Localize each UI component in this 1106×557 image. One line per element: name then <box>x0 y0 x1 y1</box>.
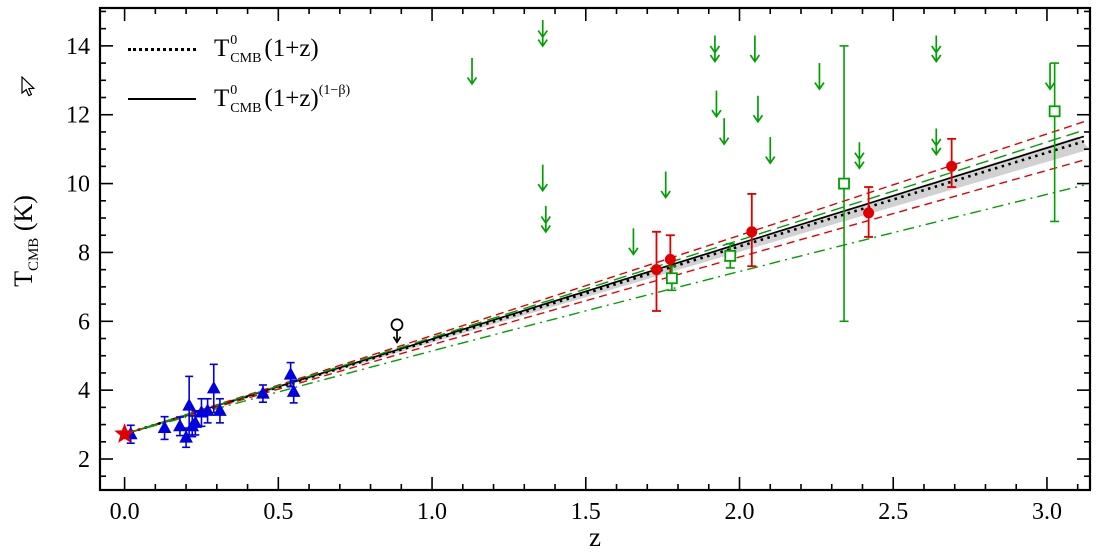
data-point-sz-cluster <box>188 415 203 428</box>
y-tick-label: 10 <box>66 172 90 198</box>
legend-label: T 0 CMB (1+z) (1−β) <box>214 83 351 116</box>
y-axis-label: TCMB (K) <box>9 195 43 287</box>
x-axis-label: z <box>589 522 601 552</box>
data-point-sz-cluster <box>256 386 270 399</box>
data-point-co-absorption <box>746 226 758 238</box>
data-point-ci-absorption <box>665 272 678 285</box>
x-tick-label: 0.0 <box>110 499 140 525</box>
data-point-sz-cluster <box>173 418 187 432</box>
data-point-sz-cluster <box>213 403 227 416</box>
data-point-co-absorption <box>946 160 958 172</box>
down-arrow-icon <box>466 76 478 86</box>
legend-label: T 0 CMB (1+z) <box>214 33 319 66</box>
down-arrow-icon <box>537 30 548 39</box>
green-lower-bound-dashdot <box>124 184 1085 435</box>
down-arrow-icon <box>718 137 730 146</box>
y-tick-label: 14 <box>66 34 90 60</box>
down-arrow-icon <box>931 54 942 64</box>
dotted-line-sample <box>128 47 196 51</box>
down-arrow-icon <box>854 161 865 170</box>
x-tick-label: 2.0 <box>725 499 755 525</box>
y-tick-label: 12 <box>66 103 90 129</box>
legend-entry-solid: T 0 CMB (1+z) (1−β) <box>128 74 350 124</box>
green-upper-bound-dash <box>124 129 1085 435</box>
down-arrow-icon <box>709 45 721 55</box>
down-arrow-icon <box>931 138 942 147</box>
down-arrow-icon <box>1044 82 1056 91</box>
data-point-sz-cluster <box>182 398 197 411</box>
y-tick-label: 2 <box>78 447 90 473</box>
down-arrow-icon <box>540 215 552 225</box>
down-arrow-icon <box>814 82 825 91</box>
data-point-ci-absorption <box>724 249 737 262</box>
x-tick-label: 2.5 <box>878 499 908 525</box>
down-arrow-icon <box>765 156 776 165</box>
mouse-cursor <box>21 76 36 97</box>
data-point-sz-cluster <box>286 384 301 397</box>
data-point-co-absorption <box>664 253 676 265</box>
solid-line-sample <box>128 98 196 100</box>
data-point-ci-absorption <box>1048 105 1061 118</box>
down-arrow-icon <box>537 39 548 48</box>
y-tick-label: 6 <box>78 309 90 335</box>
down-arrow-icon <box>709 54 721 64</box>
down-arrow-icon <box>854 152 865 161</box>
data-point-co-absorption <box>650 264 662 276</box>
data-point-ci-absorption <box>838 177 850 190</box>
down-arrow-icon <box>628 247 639 256</box>
data-point-sz-cluster <box>157 420 172 434</box>
data-point-co-absorption <box>863 207 875 219</box>
down-arrow-icon <box>537 183 548 193</box>
legend-entry-dotted: T 0 CMB (1+z) <box>128 24 350 74</box>
down-arrow-icon <box>540 224 552 234</box>
x-tick-label: 3.0 <box>1032 499 1062 525</box>
plot-frame <box>98 6 1092 492</box>
x-tick-label: 1.0 <box>417 499 447 525</box>
data-point-sz-cluster <box>206 380 221 394</box>
red-upper-bound-dashed <box>124 121 1085 435</box>
x-tick-label: 1.5 <box>571 499 601 525</box>
data-point-local-star <box>114 423 135 443</box>
down-arrow-icon <box>392 336 402 344</box>
data-point-black-upper-limit <box>390 318 404 332</box>
model-bestfit-solid <box>124 135 1085 435</box>
x-tick-label: 0.5 <box>263 499 293 525</box>
down-arrow-icon <box>749 54 761 64</box>
down-arrow-icon <box>931 45 942 55</box>
y-tick-label: 8 <box>78 240 90 266</box>
down-arrow-icon <box>711 109 722 119</box>
legend: T 0 CMB (1+z) T 0 CMB (1+z) (1−β) <box>128 24 350 124</box>
down-arrow-icon <box>931 147 942 156</box>
red-lower-bound-dashed <box>124 159 1085 435</box>
down-arrow-icon <box>660 190 671 200</box>
y-tick-label: 4 <box>78 378 90 404</box>
data-point-sz-cluster <box>283 367 298 380</box>
down-arrow-icon <box>752 114 764 124</box>
